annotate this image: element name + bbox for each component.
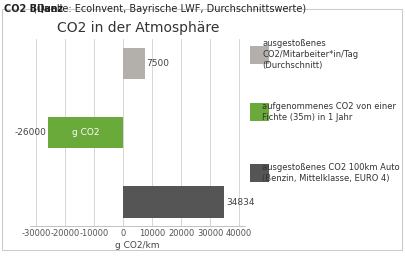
Text: g CO2: g CO2 [72, 128, 99, 137]
X-axis label: g CO2/km: g CO2/km [115, 241, 160, 250]
Title: CO2 in der Atmosphäre: CO2 in der Atmosphäre [57, 21, 219, 35]
Text: aufgenommenes CO2 von einer
Fichte (35m) in 1 Jahr: aufgenommenes CO2 von einer Fichte (35m)… [262, 102, 396, 122]
Text: 7500: 7500 [147, 59, 170, 68]
Text: (Quelle: EcoInvent, Bayrische LWF, Durchschnittswerte): (Quelle: EcoInvent, Bayrische LWF, Durch… [30, 4, 306, 14]
Text: 34834: 34834 [226, 198, 254, 206]
Text: CO2 Bilanz: CO2 Bilanz [4, 4, 63, 14]
Text: ausgestoßenes CO2 100km Auto
(Benzin, Mittelklasse, EURO 4): ausgestoßenes CO2 100km Auto (Benzin, Mi… [262, 163, 400, 183]
Bar [123, 48, 145, 79]
Bar [123, 186, 224, 218]
Text: -26000: -26000 [14, 128, 46, 137]
Text: ausgestoßenes
CO2/Mitarbeiter*in/Tag
(Durchschnitt): ausgestoßenes CO2/Mitarbeiter*in/Tag (Du… [262, 39, 358, 70]
Bar [48, 117, 123, 148]
